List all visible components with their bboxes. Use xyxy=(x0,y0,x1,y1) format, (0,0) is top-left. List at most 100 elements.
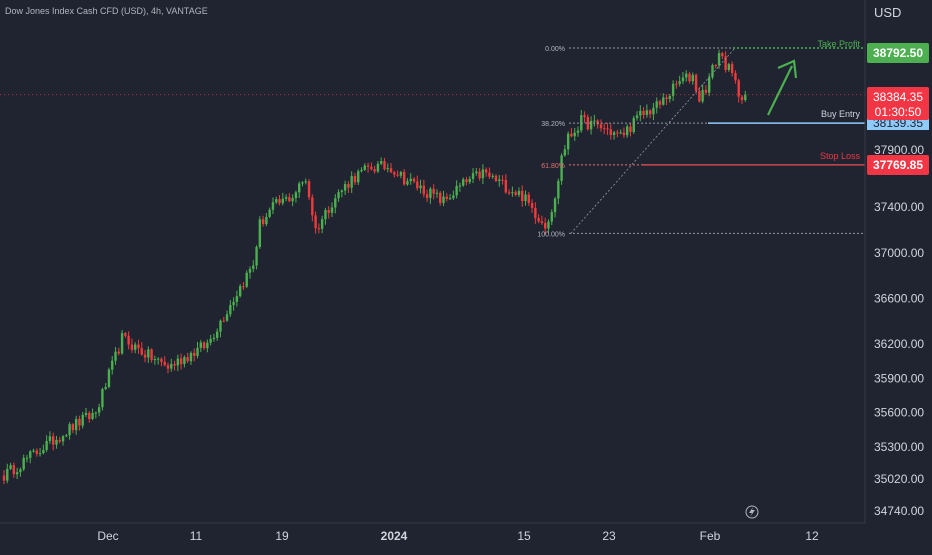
candle xyxy=(458,182,462,192)
candle xyxy=(481,164,485,185)
fib-trend-line xyxy=(570,47,736,234)
candle xyxy=(78,415,81,431)
candle xyxy=(389,163,393,174)
candle xyxy=(606,122,609,136)
candle xyxy=(547,219,550,234)
candle xyxy=(616,129,619,138)
take-profit-label: Take Profit xyxy=(817,39,860,49)
candle xyxy=(288,193,291,203)
candle xyxy=(409,173,412,185)
fib-level-label: 0.00% xyxy=(545,46,565,53)
candle xyxy=(48,431,52,444)
price-tick-label: 35900.00 xyxy=(874,371,924,385)
candle xyxy=(245,270,248,289)
candle xyxy=(238,283,242,298)
fib-level-label: 100.00% xyxy=(537,231,565,238)
candle xyxy=(84,407,88,418)
candle xyxy=(376,161,380,174)
price-axis[interactable]: 34740.00 35020.00 35300.00 35600.00 35900.00… xyxy=(864,0,924,523)
candle xyxy=(12,462,16,478)
candle xyxy=(347,181,350,193)
candle xyxy=(22,454,25,472)
candle xyxy=(488,167,491,179)
candle xyxy=(320,215,324,234)
candle xyxy=(32,448,35,453)
candle xyxy=(330,202,334,218)
candle xyxy=(317,223,321,234)
candle xyxy=(42,444,45,455)
candle xyxy=(97,403,101,417)
candle xyxy=(222,316,225,323)
candle xyxy=(156,357,160,365)
time-tick-label: Feb xyxy=(700,529,721,543)
candle xyxy=(9,462,12,471)
candle xyxy=(334,194,337,214)
candle xyxy=(455,180,458,199)
candle xyxy=(527,192,530,206)
time-tick-label: 2024 xyxy=(381,529,408,543)
price-tick-label: 36200.00 xyxy=(874,337,924,351)
candle xyxy=(445,193,448,202)
candle xyxy=(160,357,163,367)
current-price-tag: 38384.35 01:30:50 xyxy=(867,87,929,120)
candle xyxy=(619,129,622,135)
candle xyxy=(553,196,557,218)
candle xyxy=(386,163,389,173)
candle xyxy=(363,163,366,171)
candle xyxy=(212,333,216,342)
price-tick-label: 37400.00 xyxy=(874,200,924,214)
price-tick-label: 34740.00 xyxy=(874,504,924,518)
candle xyxy=(252,260,255,273)
time-tick-label: 23 xyxy=(602,529,616,543)
candle xyxy=(685,70,688,82)
candles-layer[interactable] xyxy=(2,49,747,485)
candle xyxy=(140,342,143,356)
candle xyxy=(701,84,704,104)
candle xyxy=(94,411,98,419)
candle xyxy=(35,448,38,457)
candle xyxy=(724,51,727,73)
candle xyxy=(717,49,721,69)
candle xyxy=(609,123,612,140)
candle xyxy=(711,63,714,80)
candle xyxy=(61,435,65,446)
candle xyxy=(714,64,717,69)
candle xyxy=(402,169,406,186)
candle xyxy=(563,144,567,157)
chart-title: Dow Jones Index Cash CFD (USD), 4h, VANT… xyxy=(5,6,208,16)
candle xyxy=(507,189,511,196)
candle xyxy=(25,454,29,463)
lightning-icon[interactable] xyxy=(745,505,759,519)
currency-label[interactable]: USD xyxy=(874,5,901,20)
candle xyxy=(173,360,176,371)
candle xyxy=(675,80,678,89)
candle xyxy=(734,70,737,84)
fib-level-label: 61.80% xyxy=(541,163,565,170)
candle xyxy=(71,423,75,434)
candle xyxy=(471,168,475,184)
time-tick-label: 15 xyxy=(517,529,531,543)
candle xyxy=(265,213,268,227)
candle xyxy=(442,190,445,207)
candle xyxy=(517,187,521,198)
candle xyxy=(632,115,635,135)
candle xyxy=(235,290,239,307)
candle xyxy=(622,127,626,138)
candle xyxy=(275,196,278,205)
candle xyxy=(68,422,71,440)
candle xyxy=(111,355,114,375)
candle xyxy=(648,109,652,119)
candle xyxy=(583,111,586,124)
candle xyxy=(258,216,262,249)
candle xyxy=(6,463,9,484)
candle xyxy=(2,470,6,485)
time-axis[interactable]: Dec 11 19 2024 15 23 Feb 12 xyxy=(0,522,865,543)
candle xyxy=(429,186,432,204)
candle xyxy=(176,354,180,372)
candle xyxy=(744,90,747,102)
candle xyxy=(727,62,731,72)
candle xyxy=(202,341,206,350)
candle xyxy=(120,330,124,355)
